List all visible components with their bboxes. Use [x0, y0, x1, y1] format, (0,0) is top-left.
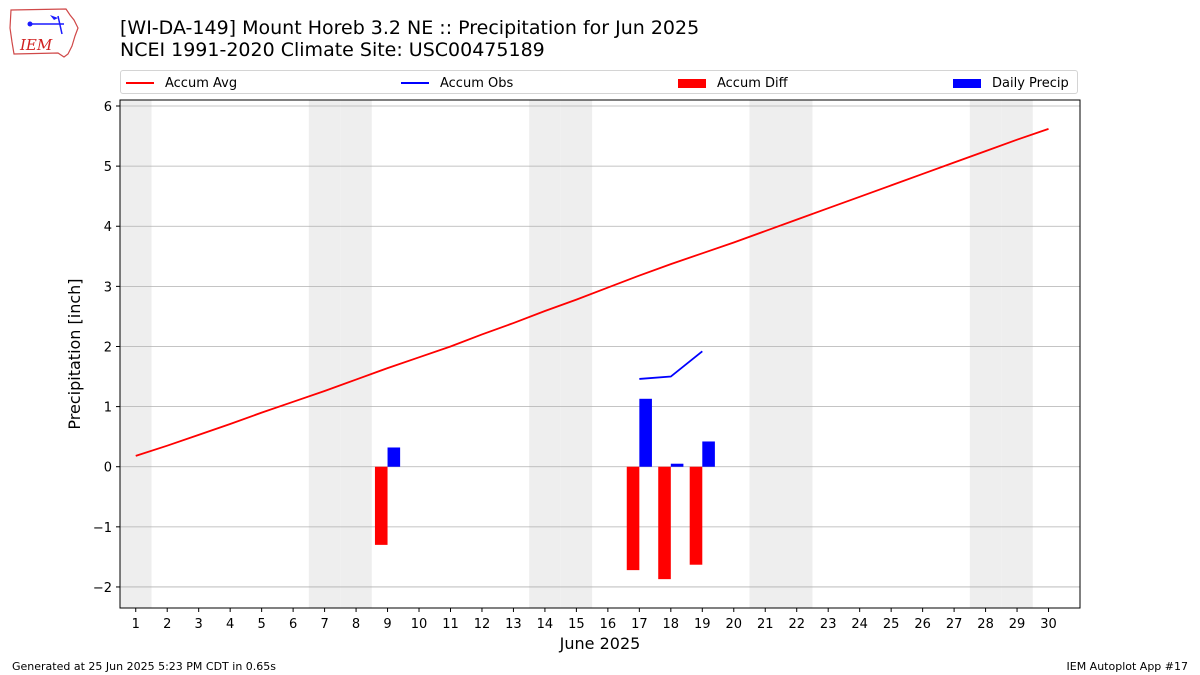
y-tick-label: 1	[104, 401, 112, 416]
legend-label-accum-avg: Accum Avg	[165, 75, 238, 91]
x-tick-label: 11	[442, 617, 459, 632]
bar-accum-diff-day-19	[689, 466, 703, 565]
weekend-shade-day-22	[780, 100, 813, 608]
x-tick-label: 6	[289, 617, 297, 632]
x-tick-label: 10	[411, 617, 428, 632]
weekend-shade-day-29	[1001, 100, 1033, 608]
x-tick-label: 14	[537, 617, 554, 632]
legend-label-accum-obs: Accum Obs	[440, 75, 514, 91]
chart-subtitle: NCEI 1991-2020 Climate Site: USC00475189	[120, 39, 545, 61]
x-tick-label: 7	[320, 617, 328, 632]
y-tick-label: 0	[104, 461, 112, 476]
legend: Accum Avg Accum Obs Accum Diff Daily Pre…	[120, 70, 1078, 94]
weekend-shade-day-7	[308, 100, 341, 608]
x-tick-label: 25	[883, 617, 900, 632]
bar-accum-diff-day-17	[626, 466, 640, 571]
app-note: IEM Autoplot App #17	[1066, 660, 1189, 673]
legend-swatch-daily-precip	[953, 78, 981, 88]
legend-item-accum-avg: Accum Avg	[126, 74, 237, 92]
x-tick-label: 30	[1040, 617, 1057, 632]
x-tick-label: 12	[474, 617, 491, 632]
x-tick-label: 8	[352, 617, 360, 632]
y-tick-label: 5	[104, 160, 112, 175]
y-tick-label: −2	[93, 581, 112, 596]
legend-swatch-accum-diff	[678, 78, 706, 88]
y-tick-label: 4	[104, 220, 112, 235]
x-tick-label: 2	[163, 617, 171, 632]
bar-daily-precip-day-19	[702, 441, 715, 467]
legend-item-daily-precip: Daily Precip	[953, 74, 1069, 92]
y-ticks: −2 −1 0 1 2 3 4 5 6	[93, 100, 120, 596]
legend-label-accum-diff: Accum Diff	[717, 75, 788, 91]
x-tick-label: 24	[851, 617, 868, 632]
bar-daily-precip-day-18	[670, 463, 684, 467]
legend-swatch-accum-avg	[126, 82, 154, 84]
legend-item-accum-obs: Accum Obs	[401, 74, 513, 92]
iem-logo: IEM	[9, 8, 79, 58]
legend-item-accum-diff: Accum Diff	[678, 74, 788, 92]
x-tick-label: 3	[195, 617, 203, 632]
grid-lines	[120, 105, 1080, 588]
x-axis-label: June 2025	[559, 634, 641, 653]
bar-daily-precip-day-9	[387, 447, 401, 467]
x-tick-label: 16	[600, 617, 617, 632]
x-tick-label: 15	[568, 617, 585, 632]
y-tick-label: −1	[93, 521, 112, 536]
lines	[135, 128, 1049, 457]
line-accum-obs	[639, 350, 703, 380]
x-tick-label: 19	[694, 617, 711, 632]
x-tick-label: 26	[914, 617, 931, 632]
weekend-shade-day-21	[749, 100, 781, 608]
x-tick-label: 29	[1009, 617, 1026, 632]
weekend-shade-day-8	[340, 100, 372, 608]
y-tick-label: 3	[104, 280, 112, 295]
weekend-shade-day-1	[120, 100, 152, 608]
generated-note: Generated at 25 Jun 2025 5:23 PM CDT in …	[12, 660, 277, 673]
x-tick-label: 18	[663, 617, 680, 632]
x-tick-label: 20	[725, 617, 742, 632]
x-tick-label: 9	[383, 617, 391, 632]
x-ticks: 1 2 3 4 5 6 7 8 9 10 11 12 13 14 15 16 17 18 19 20 21 22 23 24 2…	[132, 608, 1057, 632]
bar-accum-diff-day-18	[658, 466, 671, 580]
iowa-outline-icon	[9, 8, 79, 58]
y-tick-label: 2	[104, 340, 112, 355]
x-tick-label: 17	[631, 617, 648, 632]
x-tick-label: 27	[946, 617, 963, 632]
legend-swatch-accum-obs	[401, 82, 429, 84]
x-tick-label: 13	[505, 617, 522, 632]
bar-daily-precip-day-17	[639, 398, 652, 467]
line-accum-avg	[135, 128, 1049, 457]
x-tick-label: 4	[226, 617, 234, 632]
weekend-shade-day-28	[969, 100, 1002, 608]
y-axis-label: Precipitation [inch]	[65, 278, 84, 429]
plot-frame	[119, 99, 1081, 609]
x-tick-label: 21	[757, 617, 774, 632]
y-tick-label: 6	[104, 100, 112, 115]
bar-accum-diff-day-9	[374, 466, 388, 545]
legend-label-daily-precip: Daily Precip	[992, 75, 1069, 91]
bars	[374, 398, 715, 580]
weekend-shade-day-14	[529, 100, 561, 608]
weekend-shade-day-15	[560, 100, 593, 608]
x-tick-label: 23	[820, 617, 837, 632]
chart-title: [WI-DA-149] Mount Horeb 3.2 NE :: Precip…	[120, 17, 700, 39]
x-tick-label: 22	[788, 617, 805, 632]
x-tick-label: 28	[977, 617, 994, 632]
x-tick-label: 5	[257, 617, 265, 632]
logo-text: IEM	[19, 36, 53, 54]
weekend-shading	[120, 100, 1033, 608]
x-tick-label: 1	[132, 617, 140, 632]
